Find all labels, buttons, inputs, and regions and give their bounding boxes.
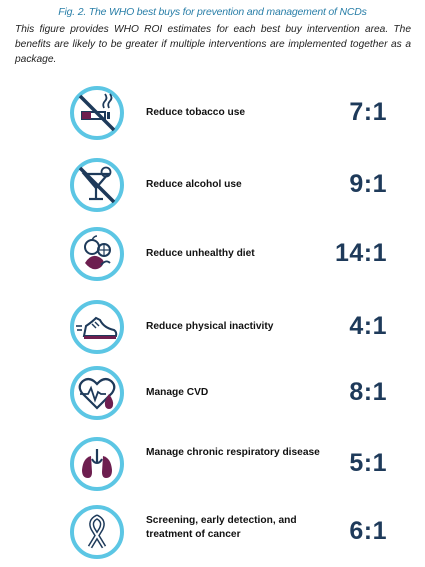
list-item: Reduce unhealthy diet 14:1 xyxy=(0,225,425,285)
list-item: Manage chronic respiratory disease 5:1 xyxy=(0,435,425,495)
intervention-label: Reduce tobacco use xyxy=(146,107,246,118)
list-item: Reduce physical inactivity 4:1 xyxy=(0,298,425,358)
intervention-label: Reduce alcohol use xyxy=(146,179,242,190)
list-item: Manage CVD 8:1 xyxy=(0,364,425,424)
list-item: Reduce alcohol use 9:1 xyxy=(0,156,425,216)
intervention-label: Reduce unhealthy diet xyxy=(146,248,255,259)
cancer-ribbon-icon xyxy=(68,503,126,561)
roi-ratio: 7:1 xyxy=(349,98,387,126)
running-shoe-icon xyxy=(68,298,126,356)
intervention-label: Reduce physical inactivity xyxy=(146,321,274,332)
figure-caption: Fig. 2. The WHO best buys for prevention… xyxy=(58,6,367,18)
roi-ratio: 9:1 xyxy=(349,170,387,198)
intervention-label: Manage chronic respiratory disease xyxy=(146,447,320,458)
intervention-label: Screening, early detection, and treatmen… xyxy=(146,515,297,540)
roi-ratio: 14:1 xyxy=(334,239,387,267)
roi-ratio: 6:1 xyxy=(349,517,387,545)
healthy-food-icon xyxy=(68,225,126,283)
roi-ratio: 4:1 xyxy=(349,312,387,340)
no-smoking-icon xyxy=(68,84,126,142)
list-item: Screening, early detection, and treatmen… xyxy=(0,503,425,563)
list-item: Reduce tobacco use 7:1 xyxy=(0,84,425,144)
roi-ratio: 8:1 xyxy=(349,378,387,406)
roi-ratio: 5:1 xyxy=(349,449,387,477)
lungs-icon xyxy=(68,435,126,493)
heart-pulse-icon xyxy=(68,364,126,422)
intervention-label: Manage CVD xyxy=(146,387,209,398)
intro-paragraph: This figure provides WHO ROI estimates f… xyxy=(15,24,411,66)
no-alcohol-icon xyxy=(68,156,126,214)
